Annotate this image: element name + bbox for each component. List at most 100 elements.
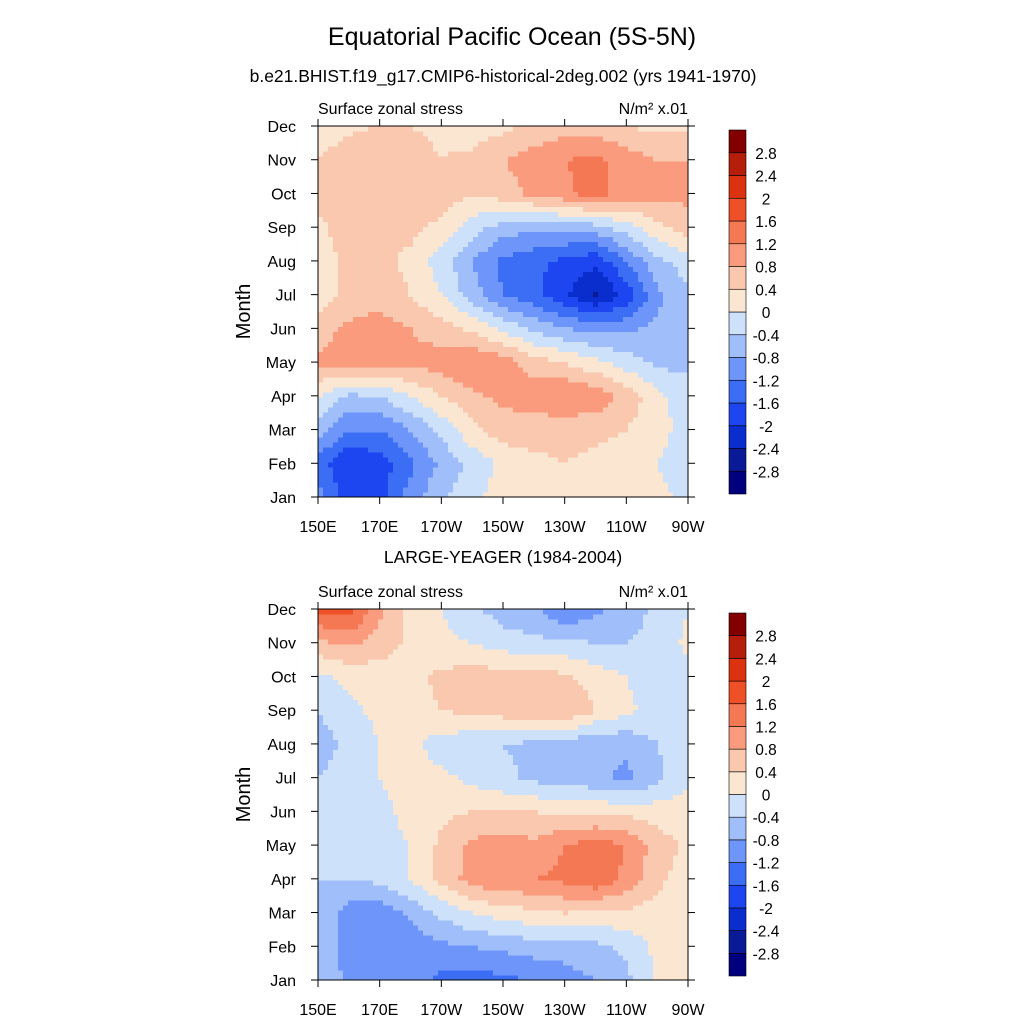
heatmap-cell [368,286,374,293]
heatmap-cell [558,201,564,207]
heatmap-cell [603,336,609,343]
heatmap-cell [528,381,534,388]
heatmap-cell [418,161,424,167]
heatmap-cell [623,451,629,458]
heatmap-cell [448,241,454,247]
heatmap-cell [548,326,554,333]
heatmap-cell [493,276,499,283]
heatmap-cell [373,181,379,187]
heatmap-cell [443,406,449,413]
heatmap-cell [583,351,589,358]
heatmap-cell [318,291,324,298]
heatmap-cell [673,231,679,237]
heatmap-cell [523,351,529,358]
heatmap-cell [608,296,614,303]
heatmap-cell [658,466,664,473]
heatmap-cell [543,461,549,468]
heatmap-cell [633,396,639,403]
heatmap-cell [678,196,684,202]
heatmap-cell [573,416,579,423]
heatmap-cell [493,426,499,433]
heatmap-cell [638,191,644,197]
heatmap-cell [573,321,579,328]
heatmap-cell [668,316,674,323]
heatmap-cell [463,181,469,187]
heatmap-cell [663,426,669,433]
heatmap-cell [383,286,389,293]
heatmap-cell [683,486,689,493]
heatmap-cell [533,446,539,453]
heatmap-cell [453,426,459,433]
heatmap-cell [393,196,399,202]
heatmap-cell [628,261,634,267]
heatmap-cell [638,271,644,277]
heatmap-cell [318,231,324,237]
heatmap-cell [663,421,669,428]
heatmap-cell [568,396,574,403]
heatmap-cell [418,381,424,388]
heatmap-cell [663,471,669,478]
heatmap-cell [568,306,574,313]
heatmap-cell [403,491,409,498]
heatmap-cell [433,216,439,222]
heatmap-cell [663,181,669,187]
heatmap-cell [483,186,489,192]
heatmap-cell [548,286,554,293]
heatmap-cell [383,301,389,308]
heatmap-cell [328,456,334,463]
heatmap-cell [493,286,499,293]
heatmap-cell [643,466,649,473]
heatmap-cell [558,491,564,498]
heatmap-cell [563,261,569,267]
heatmap-cell [403,231,409,237]
heatmap-cell [588,191,594,197]
heatmap-cell [418,451,424,458]
heatmap-cell [598,221,604,227]
heatmap-cell [408,401,414,408]
heatmap-cell [403,346,409,353]
heatmap-cell [663,326,669,333]
heatmap-cell [543,251,549,257]
heatmap-cell [443,196,449,202]
heatmap-cell [598,351,604,358]
heatmap-cell [473,346,479,353]
heatmap-cell [438,266,444,272]
heatmap-cell [348,181,354,187]
heatmap-cell [523,361,529,368]
heatmap-cell [533,221,539,227]
heatmap-cell [418,246,424,252]
heatmap-cell [533,396,539,403]
heatmap-cell [418,181,424,187]
heatmap-cell [333,211,339,217]
heatmap-cell [543,281,549,288]
heatmap-cell [433,256,439,262]
heatmap-cell [628,181,634,187]
heatmap-cell [393,381,399,388]
heatmap-cell [508,381,514,388]
heatmap-cell [378,176,384,182]
heatmap-cell [598,426,604,433]
heatmap-cell [483,336,489,343]
heatmap-cell [613,381,619,388]
heatmap-cell [628,291,634,298]
heatmap-cell [578,211,584,217]
heatmap-cell [338,366,344,373]
heatmap-cell [653,191,659,197]
heatmap-cell [458,206,464,212]
heatmap-cell [638,346,644,353]
heatmap-cell [388,351,394,358]
heatmap-cell [373,481,379,488]
heatmap-cell [613,481,619,488]
heatmap-cell [548,206,554,212]
heatmap-cell [453,326,459,333]
heatmap-cell [663,331,669,338]
heatmap-cell [603,401,609,408]
heatmap-cell [478,166,484,172]
heatmap-cell [673,311,679,318]
heatmap-cell [338,156,344,162]
heatmap-cell [323,231,329,237]
heatmap-cell [663,341,669,348]
heatmap-cell [443,181,449,187]
heatmap-cell [453,186,459,192]
heatmap-cell [513,261,519,267]
